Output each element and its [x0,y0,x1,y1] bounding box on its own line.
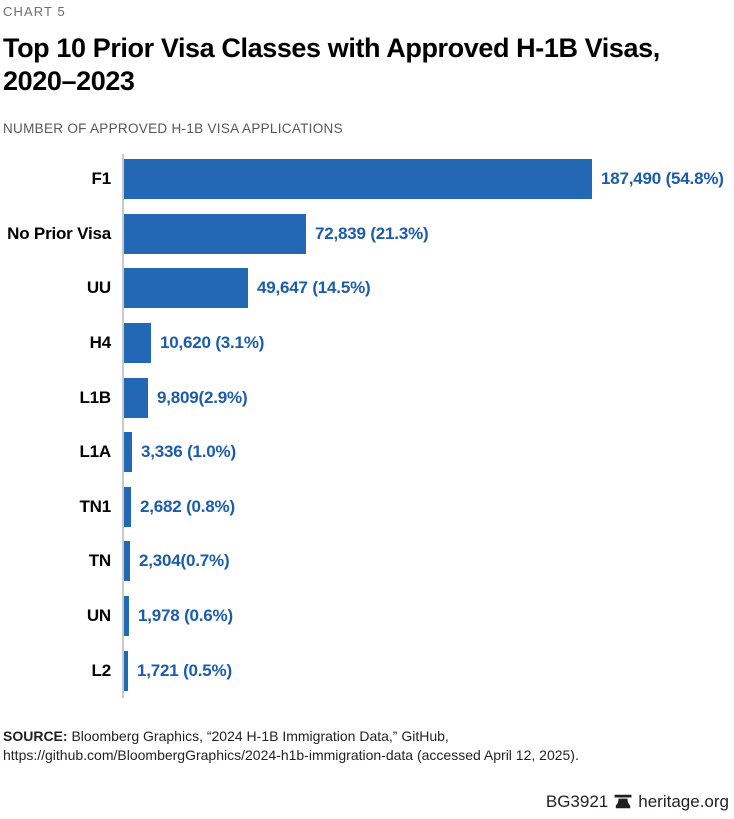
bar-area: 1,721 (0.5%) [124,643,730,698]
bar [124,268,248,309]
bar [124,213,306,254]
liberty-bell-icon [614,794,632,810]
value-label: 9,809(2.9%) [157,387,248,407]
chart-row: TN1 2,682 (0.8%) [3,480,730,535]
value-label: 49,647 (14.5%) [257,278,371,298]
category-label: No Prior Visa [7,223,111,243]
category-label: TN1 [79,496,111,516]
category-label: UN [86,606,111,626]
bar [124,541,130,582]
value-label: 72,839 (21.3%) [315,223,429,243]
category-label: L1B [79,387,111,407]
bar-area: 3,336 (1.0%) [124,425,730,480]
chart-row: UN 1,978 (0.6%) [3,589,730,644]
category-label: L1A [79,442,111,462]
bar-area: 1,978 (0.6%) [124,589,730,644]
value-label: 10,620 (3.1%) [160,333,265,353]
bar [124,486,131,527]
category-label: H4 [89,333,112,353]
chart-row: UU 49,647 (14.5%) [3,261,730,316]
chart-subtitle: NUMBER OF APPROVED H-1B VISA APPLICATION… [3,121,343,136]
bar [124,432,132,473]
chart-row: No Prior Visa 72,839 (21.3%) [3,207,730,262]
chart-row: L1A 3,336 (1.0%) [3,425,730,480]
title-line-1: Top 10 Prior Visa Classes with Approved … [3,33,660,63]
category-label: F1 [91,169,112,189]
chart-row: F1 187,490 (54.8%) [3,152,730,207]
bar-area: 72,839 (21.3%) [124,207,730,262]
brand-domain: heritage.org [638,792,729,811]
page-title: Top 10 Prior Visa Classes with Approved … [3,32,730,98]
y-axis-line [122,154,124,698]
document-id: BG3921 [545,792,609,811]
category-label: UU [86,278,111,298]
value-label: 2,304(0.7%) [139,551,230,571]
bar-chart: F1 187,490 (54.8%) No Prior Visa 72,839 (21… [3,152,730,698]
bar-area: 9,809(2.9%) [124,370,730,425]
source-label: SOURCE: [3,728,68,744]
value-label: 2,682 (0.8%) [140,496,235,516]
chart-row: L1B 9,809(2.9%) [3,370,730,425]
chart-row: TN 2,304(0.7%) [3,534,730,589]
bar [124,323,151,364]
chart-row: L2 1,721 (0.5%) [3,643,730,698]
category-label: TN [88,551,111,571]
bar-area: 49,647 (14.5%) [124,261,730,316]
chart-row: H4 10,620 (3.1%) [3,316,730,371]
bar-area: 2,304(0.7%) [124,534,730,589]
bar-area: 187,490 (54.8%) [124,152,730,207]
bar [124,650,128,691]
value-label: 187,490 (54.8%) [601,169,724,189]
source-note: SOURCE: Bloomberg Graphics, “2024 H-1B I… [3,727,730,765]
chart-number-label: CHART 5 [3,4,66,19]
footer: BG3921 heritage.org [546,792,729,812]
bar [124,159,592,200]
bar-area: 10,620 (3.1%) [124,316,730,371]
bar [124,596,129,637]
value-label: 1,978 (0.6%) [138,606,233,626]
category-label: L2 [91,660,112,680]
source-text: Bloomberg Graphics, “2024 H-1B Immigrati… [3,728,579,763]
title-line-2: 2020–2023 [3,66,135,96]
bar [124,377,148,418]
value-label: 3,336 (1.0%) [141,442,236,462]
value-label: 1,721 (0.5%) [137,660,232,680]
bar-area: 2,682 (0.8%) [124,480,730,535]
